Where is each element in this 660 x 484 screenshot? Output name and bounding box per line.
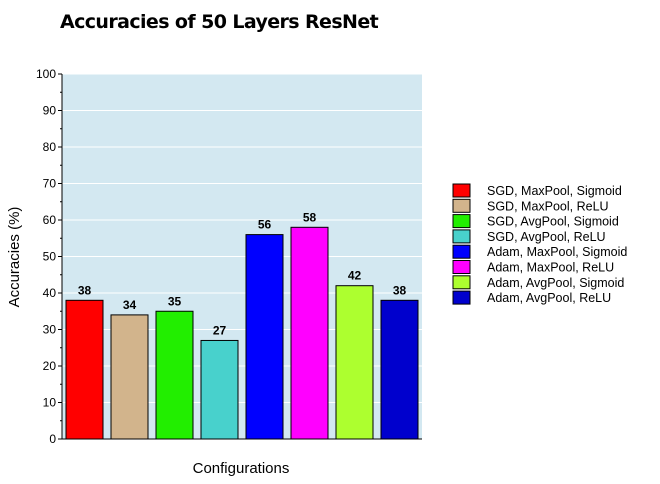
bar bbox=[335, 285, 374, 440]
y-axis: 0 10 20 30 40 50 60 70 80 90 100 bbox=[36, 67, 422, 446]
y-tick-label: 40 bbox=[43, 286, 57, 300]
legend-swatch bbox=[452, 229, 471, 244]
y-axis-label: Accuracies (%) bbox=[6, 207, 23, 308]
y-tick-label: 20 bbox=[43, 359, 57, 373]
y-tick-label: 100 bbox=[36, 67, 56, 81]
legend-label: SGD, AvgPool, Sigmoid bbox=[487, 215, 619, 229]
y-tick-label: 0 bbox=[49, 432, 56, 446]
legend-swatch bbox=[452, 214, 471, 229]
bar bbox=[65, 299, 104, 440]
bar-value-label: 35 bbox=[168, 294, 182, 308]
bar-value-label: 42 bbox=[348, 269, 362, 283]
y-tick-label: 90 bbox=[43, 104, 57, 118]
y-tick-label: 60 bbox=[43, 213, 57, 227]
y-tick-label: 80 bbox=[43, 140, 57, 154]
bar-value-label: 34 bbox=[123, 298, 137, 312]
legend-label: SGD, AvgPool, ReLU bbox=[487, 230, 606, 244]
legend-label: Adam, MaxPool, Sigmoid bbox=[487, 245, 627, 259]
bar bbox=[110, 314, 149, 440]
bar bbox=[290, 226, 329, 440]
legend-swatch bbox=[452, 183, 471, 198]
y-tick-label: 70 bbox=[43, 177, 57, 191]
legend-label: Adam, AvgPool, Sigmoid bbox=[487, 276, 624, 290]
chart-title: Accuracies of 50 Layers ResNet bbox=[60, 11, 379, 33]
bar bbox=[380, 299, 419, 440]
legend-swatch bbox=[452, 275, 471, 290]
bar-value-label: 27 bbox=[213, 323, 227, 337]
legend-swatch bbox=[452, 260, 471, 274]
bar bbox=[245, 234, 284, 440]
bar-value-label: 58 bbox=[303, 210, 317, 224]
bar-value-label: 38 bbox=[78, 283, 92, 297]
legend-label: Adam, AvgPool, ReLU bbox=[487, 291, 611, 305]
legend-label: SGD, MaxPool, ReLU bbox=[487, 199, 609, 213]
bar bbox=[200, 339, 239, 440]
bar-value-label: 56 bbox=[258, 218, 272, 232]
legend-swatch bbox=[452, 198, 471, 213]
legend-label: Adam, MaxPool, ReLU bbox=[487, 261, 614, 275]
legend-swatch bbox=[452, 290, 471, 305]
x-axis-label: Configurations bbox=[193, 460, 290, 477]
bar bbox=[155, 310, 194, 440]
legend-label: SGD, MaxPool, Sigmoid bbox=[487, 184, 622, 198]
bar-value-label: 38 bbox=[393, 283, 407, 297]
y-tick-label: 50 bbox=[43, 250, 57, 264]
legend-swatch bbox=[452, 244, 471, 259]
bars: 38 34 35 27 56 58 42 38 bbox=[65, 210, 419, 440]
y-tick-label: 30 bbox=[43, 323, 57, 337]
y-tick-label: 10 bbox=[43, 396, 57, 410]
